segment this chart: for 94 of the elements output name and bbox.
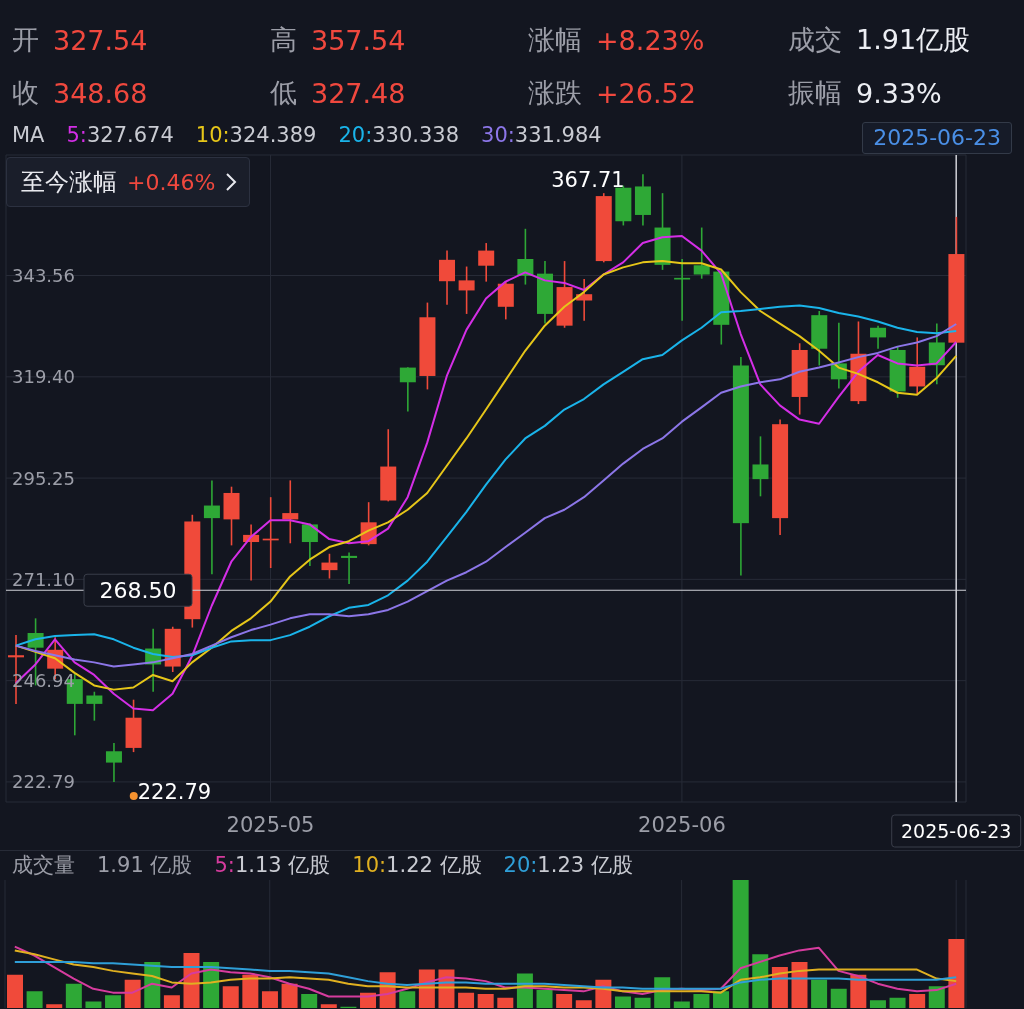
candlestick [497,280,514,321]
bar [163,995,180,1008]
ref-line-label: 268.50 [99,577,177,603]
text: +26.52 [596,77,696,109]
bar [26,991,43,1008]
annotation: +0.46% [127,169,216,195]
bar [869,1000,886,1008]
candlestick [321,552,338,580]
text: 9.33% [856,77,942,109]
bar [261,991,278,1008]
bar [811,979,828,1008]
candlestick [928,322,945,386]
x-tick-label: 2025-05 [226,813,315,837]
x-tick-label: 2025-06 [638,813,726,837]
y-tick-label: 295.25 [12,467,75,489]
bar [7,974,23,1008]
y-tick-label: 271.10 [12,568,75,590]
bar [46,1004,63,1008]
candlestick [341,551,358,585]
bar [948,938,965,1008]
text: 2025-06-23 [873,125,1001,150]
bar [614,996,631,1008]
text: 高 [270,23,297,57]
text: 5:327.674 [66,123,174,147]
text: 20:1.23 亿股 [503,853,633,877]
text: 30:331.984 [481,123,602,147]
bar [673,1001,690,1008]
bar [909,993,926,1008]
bar [242,974,259,1008]
bar [105,995,122,1008]
text: 低 [270,76,297,110]
bar [771,967,788,1008]
bar [85,1001,102,1008]
candlestick [301,522,318,567]
y-tick-label: 319.40 [12,366,75,388]
bar [320,1004,337,1008]
bar [928,986,945,1008]
text: 10:324.389 [195,123,317,147]
text: 20:330.338 [338,123,460,147]
text: 振幅 [788,76,842,110]
candlestick [105,742,122,783]
bar [477,993,494,1008]
candlestick [203,479,220,576]
candlestick [752,435,769,498]
annotation: 至今涨幅 [21,167,117,198]
annotation: 367.71 [551,168,625,193]
annotation: 222.79 [137,779,212,804]
bar [65,983,82,1008]
x-tick-label: 2025-06-23 [900,820,1012,842]
candlestick [576,278,593,322]
candlestick [674,258,691,322]
text: 5:1.13 亿股 [214,853,331,877]
bar [458,992,475,1008]
bar [693,993,710,1008]
candlestick [870,324,887,350]
bar [536,990,553,1008]
bar [634,997,651,1008]
text: MA [12,123,45,147]
text: 10:1.22 亿股 [352,853,482,877]
y-tick-label: 222.79 [12,771,75,793]
bar [281,983,298,1008]
candlestick [439,249,456,306]
candlestick [86,690,103,722]
bar [497,997,514,1008]
text: 1.91亿股 [856,23,971,57]
bar [556,993,573,1008]
bar [222,986,239,1008]
text: 1.91 亿股 [97,852,193,879]
bar [301,993,318,1008]
text: 成交 [788,23,842,57]
bar [830,988,847,1008]
bar [713,991,730,1008]
text: +8.23% [596,24,705,56]
text: 涨幅 [528,23,582,57]
candlestick [693,226,710,280]
text: 成交量 [12,852,75,879]
y-tick-label: 343.56 [12,265,75,287]
bar [889,997,906,1008]
candlestick [282,479,299,545]
bar [399,991,416,1008]
text: 涨跌 [528,76,582,110]
bar [575,1000,592,1008]
text: 327.48 [311,77,406,109]
text: 开 [12,23,39,57]
candlestick [909,336,926,396]
text: 348.68 [53,77,148,109]
candlestick [399,366,416,413]
bar [732,880,749,1008]
candlestick [458,265,475,315]
text: 357.54 [311,24,406,56]
candlestick [478,242,495,283]
bar [124,979,141,1008]
text: 收 [12,76,39,110]
text: 327.54 [53,24,148,56]
